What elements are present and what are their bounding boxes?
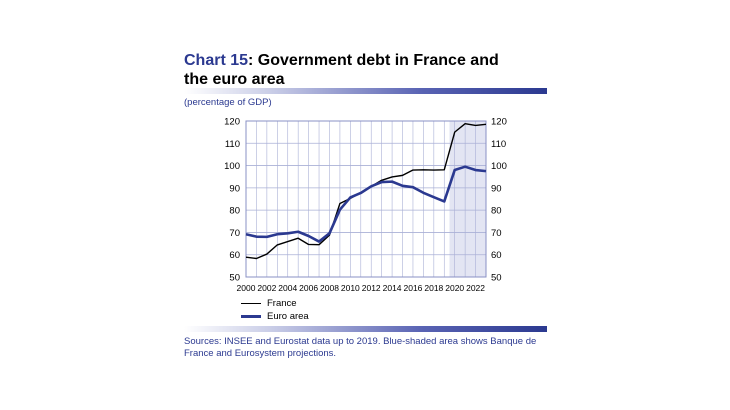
y-tick-label-left-5: 100 bbox=[224, 161, 240, 172]
plot-frame bbox=[245, 120, 487, 278]
projection-area bbox=[449, 121, 486, 277]
x-tick-label-1: 2002 bbox=[257, 283, 276, 293]
x-tick-label-3: 2006 bbox=[299, 283, 318, 293]
x-tick-label-6: 2012 bbox=[362, 283, 381, 293]
y-tick-label-right-1: 60 bbox=[491, 250, 502, 261]
y-tick-label-right-3: 80 bbox=[491, 206, 502, 217]
legend: France Euro area bbox=[241, 297, 309, 323]
legend-item-euro-area: Euro area bbox=[241, 310, 309, 323]
chart-title-text: : Government debt in France and the euro… bbox=[184, 52, 499, 88]
x-tick-label-11: 2022 bbox=[466, 283, 485, 293]
y-tick-label-left-7: 120 bbox=[224, 117, 240, 128]
legend-item-france: France bbox=[241, 297, 309, 310]
x-tick-label-10: 2020 bbox=[445, 283, 464, 293]
x-tick-label-4: 2008 bbox=[320, 283, 339, 293]
y-tick-label-left-6: 110 bbox=[225, 139, 240, 150]
legend-label-france: France bbox=[267, 298, 297, 309]
series-line-euro-area bbox=[245, 165, 487, 243]
legend-swatch-france bbox=[241, 302, 261, 305]
y-tick-label-right-4: 90 bbox=[491, 183, 502, 194]
y-tick-label-right-6: 110 bbox=[491, 139, 506, 150]
source-note: Sources: INSEE and Eurostat data up to 2… bbox=[184, 336, 537, 359]
y-tick-label-left-2: 70 bbox=[229, 228, 240, 239]
x-tick-label-8: 2016 bbox=[403, 283, 422, 293]
chart-number: Chart 15 bbox=[184, 52, 249, 69]
y-tick-label-right-5: 100 bbox=[491, 161, 507, 172]
chart-title: Chart 15: Government debt in France and … bbox=[184, 51, 524, 89]
x-tick-label-5: 2010 bbox=[341, 283, 360, 293]
y-tick-label-left-0: 50 bbox=[229, 273, 240, 284]
legend-label-euro-area: Euro area bbox=[267, 311, 309, 322]
x-tick-label-9: 2018 bbox=[424, 283, 443, 293]
y-tick-label-left-4: 90 bbox=[229, 183, 240, 194]
y-tick-label-left-1: 60 bbox=[229, 250, 240, 261]
footer-rule bbox=[184, 326, 547, 332]
x-tick-label-0: 2000 bbox=[237, 283, 256, 293]
x-tick-label-2: 2004 bbox=[278, 283, 297, 293]
header-rule bbox=[184, 88, 547, 94]
unit-label: (percentage of GDP) bbox=[184, 97, 272, 108]
y-tick-label-right-7: 120 bbox=[491, 117, 507, 128]
y-tick-label-right-2: 70 bbox=[491, 228, 502, 239]
y-tick-label-left-3: 80 bbox=[229, 206, 240, 217]
legend-swatch-euro-area bbox=[241, 315, 261, 318]
x-tick-label-7: 2014 bbox=[383, 283, 402, 293]
y-tick-label-right-0: 50 bbox=[491, 273, 502, 284]
